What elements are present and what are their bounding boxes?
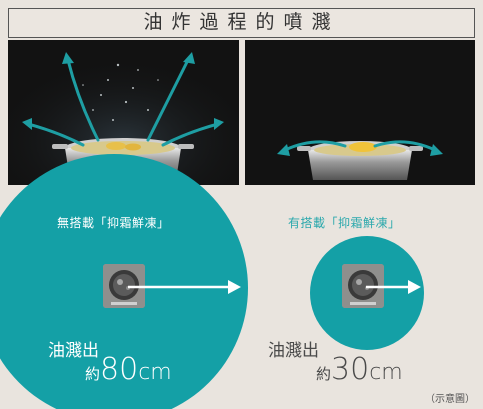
right-splash-text: 油濺出	[268, 341, 319, 361]
right-distance-value: 30	[331, 352, 370, 387]
arrow-right-icon	[366, 280, 421, 294]
right-distance-unit: cm	[369, 360, 403, 385]
left-distance-prefix: 約	[85, 365, 101, 383]
left-splash-text: 油濺出	[48, 341, 99, 361]
left-distance-unit: cm	[138, 360, 172, 385]
left-label: 無搭載「抑霜鮮凍」	[57, 216, 170, 230]
page-title: 油炸過程的噴濺	[8, 8, 475, 38]
arrow-right-icon	[128, 280, 241, 294]
illustration-note: （示意圖）	[425, 394, 475, 405]
right-photo	[245, 40, 475, 185]
right-distance: 約30cm	[316, 352, 403, 387]
right-label: 有搭載「抑霜鮮凍」	[288, 216, 401, 230]
left-distance: 約80cm	[85, 352, 172, 387]
right-distance-prefix: 約	[316, 365, 332, 383]
left-distance-value: 80	[100, 352, 139, 387]
